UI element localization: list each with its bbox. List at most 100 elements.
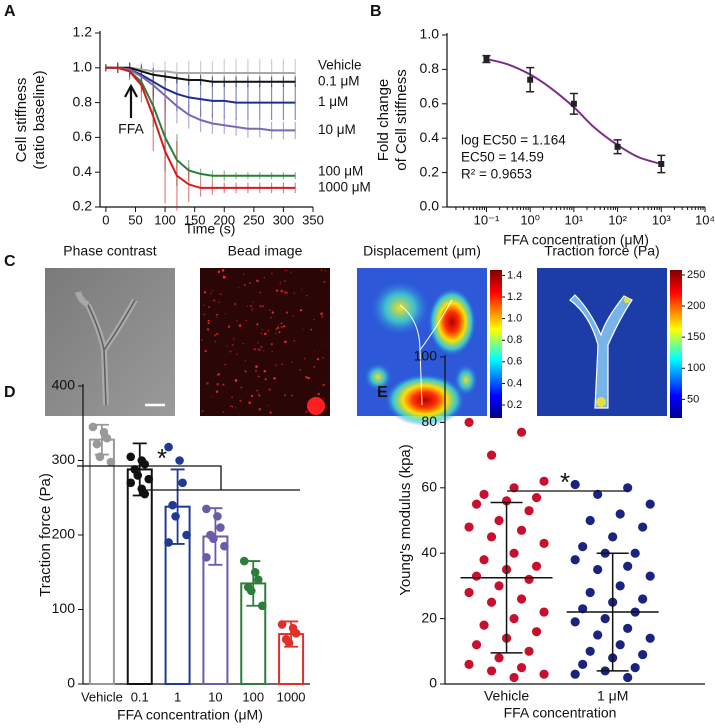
series-label: 1000 μM xyxy=(318,179,371,194)
data-point xyxy=(516,663,527,673)
annotation: log EC50 = 1.164 xyxy=(461,133,566,148)
data-point xyxy=(479,489,489,499)
data-point xyxy=(623,623,633,634)
image-title: Bead image xyxy=(228,243,303,259)
y-axis-label: Young's modulus (kpa) xyxy=(397,444,414,596)
series-line xyxy=(105,66,296,189)
data-point xyxy=(486,532,497,542)
data-point xyxy=(202,553,211,562)
bead xyxy=(263,369,266,373)
x-tick-label: 0.1 xyxy=(131,689,149,704)
data-point xyxy=(645,571,655,581)
data-point xyxy=(483,56,490,63)
data-point xyxy=(593,630,603,640)
x-axis-label: FFA concentration xyxy=(504,705,617,721)
bead xyxy=(260,346,263,349)
colorbar-tick-label: 0.8 xyxy=(507,334,522,346)
bead xyxy=(283,280,286,282)
panel-label: E xyxy=(377,384,388,401)
y-tick-label: 80 xyxy=(421,413,437,429)
y-axis-label: Fold change xyxy=(375,79,392,162)
series-label: 10 μM xyxy=(318,122,356,137)
bead xyxy=(313,365,316,368)
data-point xyxy=(578,604,588,614)
annotation-arrow xyxy=(124,83,138,118)
data-point xyxy=(494,653,504,663)
bead xyxy=(324,410,326,413)
bead xyxy=(274,364,277,367)
bead xyxy=(263,332,267,336)
bead xyxy=(305,294,308,297)
y-tick-label: 0.8 xyxy=(73,93,93,109)
data-point xyxy=(645,499,655,509)
data-point xyxy=(630,663,640,673)
data-point xyxy=(92,439,102,449)
y-tick-label: 100 xyxy=(52,600,76,616)
y-tick-label: 0.2 xyxy=(420,163,440,179)
y-tick-label: 0.4 xyxy=(420,129,440,145)
bead xyxy=(224,313,227,315)
data-point xyxy=(593,564,603,575)
bead xyxy=(305,410,308,413)
bead xyxy=(281,363,283,365)
bead xyxy=(299,369,301,371)
data-point xyxy=(126,478,136,488)
data-point xyxy=(144,474,154,484)
data-point xyxy=(106,457,116,467)
bead xyxy=(259,304,262,308)
bead xyxy=(248,282,251,284)
bead xyxy=(275,328,278,330)
bead xyxy=(259,291,262,294)
data-point xyxy=(164,442,173,452)
data-point xyxy=(471,499,482,509)
bead xyxy=(250,394,254,398)
bead xyxy=(316,357,320,361)
data-point xyxy=(239,556,249,566)
bead xyxy=(320,312,323,316)
image-title: Displacement (μm) xyxy=(363,243,481,259)
data-point xyxy=(479,620,489,630)
data-point xyxy=(126,452,136,462)
colorbar-tick-label: 250 xyxy=(687,269,705,281)
y-tick-label: 0.4 xyxy=(73,163,93,179)
colorbar-tick-label: 1.0 xyxy=(507,313,522,325)
bead xyxy=(300,289,303,291)
x-tick-label: 100 xyxy=(154,212,176,227)
bead xyxy=(238,324,242,327)
y-tick-label: 1.2 xyxy=(73,24,93,40)
y-axis-label: Traction force (Pa) xyxy=(37,473,54,597)
bead xyxy=(217,373,220,376)
data-point xyxy=(88,422,98,432)
data-point xyxy=(524,506,534,516)
bead xyxy=(257,348,259,350)
bead xyxy=(313,318,315,321)
x-tick-label: 200 xyxy=(213,212,235,227)
data-point xyxy=(524,646,534,656)
data-point xyxy=(284,638,294,648)
bead xyxy=(256,323,259,326)
data-point xyxy=(623,483,633,493)
bead xyxy=(276,326,280,330)
bead xyxy=(283,325,286,328)
series-label: 1 μM xyxy=(318,94,348,109)
data-point xyxy=(182,530,191,540)
x-tick-label: 10¹ xyxy=(564,212,583,227)
bead xyxy=(285,311,289,314)
bead xyxy=(283,270,285,272)
bead xyxy=(314,351,316,353)
series-label: 0.1 μM xyxy=(318,73,360,88)
data-point xyxy=(291,629,301,638)
y-tick-label: 1.0 xyxy=(73,59,93,75)
y-axis-label: of Cell stiffness xyxy=(393,69,410,170)
bead xyxy=(212,299,216,302)
bar xyxy=(88,438,115,686)
bead xyxy=(234,302,237,306)
bead xyxy=(307,406,309,409)
data-point xyxy=(95,452,105,462)
bead xyxy=(207,322,210,325)
bead xyxy=(211,290,213,292)
bead xyxy=(232,338,234,341)
x-tick-label: 50 xyxy=(128,212,142,227)
y-tick-label: 40 xyxy=(421,544,437,560)
